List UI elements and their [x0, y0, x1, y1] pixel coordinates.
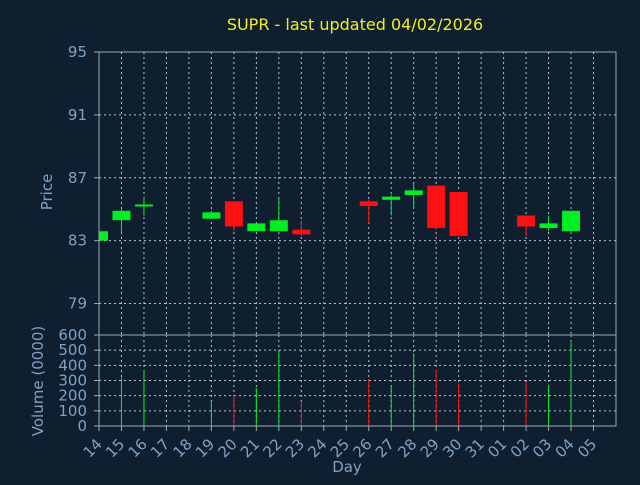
price-tick-label: 87 — [68, 169, 87, 187]
candle — [134, 196, 153, 216]
price-tick-label: 79 — [68, 295, 87, 313]
candle — [269, 198, 288, 232]
volume-tick-label: 400 — [58, 356, 87, 374]
day-axis-label: Day — [332, 458, 362, 476]
volume-plot-frame — [98, 334, 617, 427]
volume-tick-label: 600 — [58, 326, 87, 344]
candle-body — [292, 229, 311, 235]
price-tick-label: 91 — [68, 106, 87, 124]
candle-body — [404, 190, 423, 196]
candle-body — [99, 231, 108, 241]
candle — [202, 210, 221, 219]
volume-tick-label: 500 — [58, 341, 87, 359]
candle-body — [517, 215, 536, 227]
price-axis-label: Price — [38, 174, 56, 211]
candle-body — [134, 204, 153, 207]
candle-body — [382, 196, 401, 200]
candle-body — [202, 212, 221, 219]
price-plot-frame — [98, 51, 617, 336]
candle — [98, 229, 108, 241]
candle-body — [359, 201, 378, 207]
volume-tick-label: 100 — [58, 402, 87, 420]
candle — [382, 195, 401, 216]
candle — [292, 220, 311, 236]
volume-tick-label: 0 — [77, 417, 87, 435]
candle — [449, 191, 468, 238]
candle — [359, 199, 378, 224]
day-tick-label: 05 — [574, 435, 600, 461]
candle — [562, 210, 581, 233]
chart-title: SUPR - last updated 04/02/2026 — [227, 15, 483, 34]
candle — [224, 201, 243, 232]
candle — [539, 215, 558, 232]
candle-body — [247, 223, 266, 232]
volume-tick-label: 200 — [58, 387, 87, 405]
candle-body — [427, 185, 446, 229]
volume-axis-label: Volume (0000) — [29, 326, 47, 436]
candle-body — [539, 223, 558, 229]
price-tick-label: 95 — [68, 43, 87, 61]
candle-body — [112, 210, 131, 221]
candle-body — [562, 210, 581, 232]
candle-body — [449, 191, 468, 236]
volume-tick-label: 300 — [58, 372, 87, 390]
candle — [517, 215, 536, 236]
candle-body — [269, 220, 288, 232]
candle — [404, 184, 423, 208]
candle — [247, 223, 266, 232]
price-tick-label: 83 — [68, 232, 87, 250]
candle-body — [224, 201, 243, 227]
candle — [427, 185, 446, 230]
candle — [112, 209, 131, 233]
